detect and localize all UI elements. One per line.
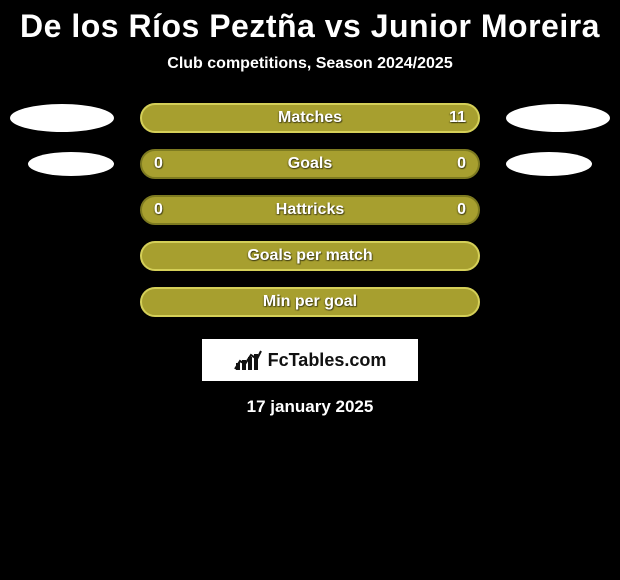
stat-value-left: 0 bbox=[154, 155, 163, 173]
page-title: De los Ríos Peztña vs Junior Moreira bbox=[0, 0, 620, 49]
stat-row: Min per goal bbox=[0, 279, 620, 325]
stat-pill: Min per goal bbox=[140, 287, 480, 317]
stat-label: Matches bbox=[278, 109, 342, 127]
stat-label: Hattricks bbox=[276, 201, 344, 219]
stat-pill: Goals 0 0 bbox=[140, 149, 480, 179]
stat-value-right: 0 bbox=[457, 201, 466, 219]
shadow-ellipse-right bbox=[506, 152, 592, 176]
comparison-infographic: De los Ríos Peztña vs Junior Moreira Clu… bbox=[0, 0, 620, 580]
logo-box: FcTables.com bbox=[202, 339, 418, 381]
stat-value-right: 0 bbox=[457, 155, 466, 173]
subtitle-text: Club competitions, Season 2024/2025 bbox=[167, 55, 452, 72]
stat-label: Goals bbox=[288, 155, 332, 173]
stat-row: Goals 0 0 bbox=[0, 141, 620, 187]
stat-label: Goals per match bbox=[247, 247, 372, 265]
chart-icon bbox=[234, 349, 262, 371]
stat-value-right: 11 bbox=[449, 109, 466, 127]
stat-row: Goals per match bbox=[0, 233, 620, 279]
subtitle: Club competitions, Season 2024/2025 bbox=[0, 49, 620, 95]
logo-text: FcTables.com bbox=[268, 350, 387, 371]
shadow-ellipse-right bbox=[506, 104, 610, 132]
stat-label: Min per goal bbox=[263, 293, 357, 311]
stat-pill: Matches 11 bbox=[140, 103, 480, 133]
stat-pill: Goals per match bbox=[140, 241, 480, 271]
shadow-ellipse-left bbox=[28, 152, 114, 176]
stat-value-left: 0 bbox=[154, 201, 163, 219]
stat-pill: Hattricks 0 0 bbox=[140, 195, 480, 225]
stat-row: Matches 11 bbox=[0, 95, 620, 141]
date-text: 17 january 2025 bbox=[0, 381, 620, 417]
stat-row: Hattricks 0 0 bbox=[0, 187, 620, 233]
stat-rows: Matches 11 Goals 0 0 Hattricks 0 0 Goals per mat… bbox=[0, 95, 620, 325]
shadow-ellipse-left bbox=[10, 104, 114, 132]
